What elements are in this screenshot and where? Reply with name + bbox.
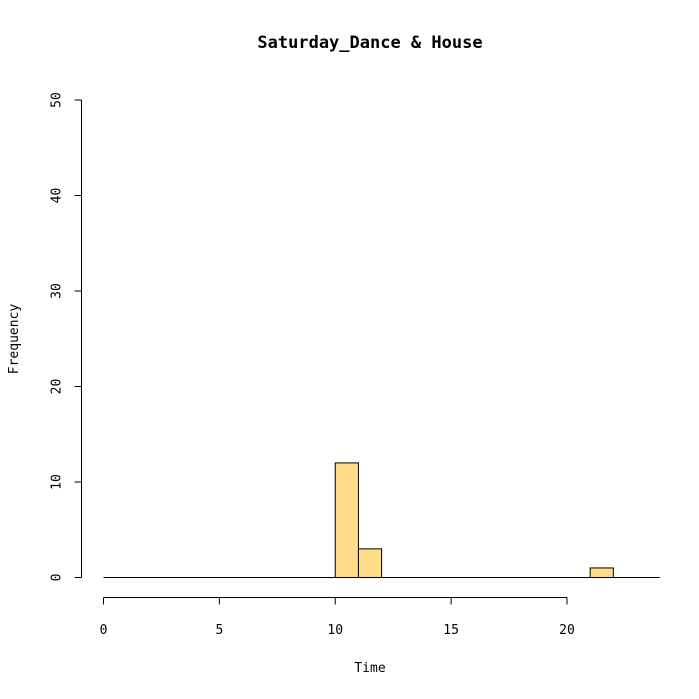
x-tick-label: 0 bbox=[100, 623, 108, 638]
y-axis: 0 10 20 30 40 50 bbox=[50, 92, 82, 581]
y-tick-label: 10 bbox=[50, 474, 65, 490]
y-tick-label: 40 bbox=[50, 188, 65, 204]
chart-title: Saturday_Dance & House bbox=[257, 33, 482, 53]
y-tick-label: 20 bbox=[50, 379, 65, 395]
y-axis-label: Frequency bbox=[7, 304, 22, 375]
y-tick-label: 0 bbox=[50, 574, 65, 582]
y-tick-label: 30 bbox=[50, 283, 65, 299]
x-tick-label: 20 bbox=[559, 623, 575, 638]
y-tick-label: 50 bbox=[50, 92, 65, 108]
x-axis: 0 5 10 15 20 bbox=[100, 597, 575, 638]
x-tick-label: 15 bbox=[443, 623, 459, 638]
x-tick-label: 10 bbox=[327, 623, 343, 638]
histogram-bar bbox=[334, 462, 359, 578]
histogram-bar bbox=[589, 567, 614, 579]
x-tick-label: 5 bbox=[215, 623, 223, 638]
x-axis-label: Time bbox=[354, 661, 385, 676]
histogram-bar bbox=[357, 548, 383, 578]
bars-group bbox=[103, 462, 660, 579]
